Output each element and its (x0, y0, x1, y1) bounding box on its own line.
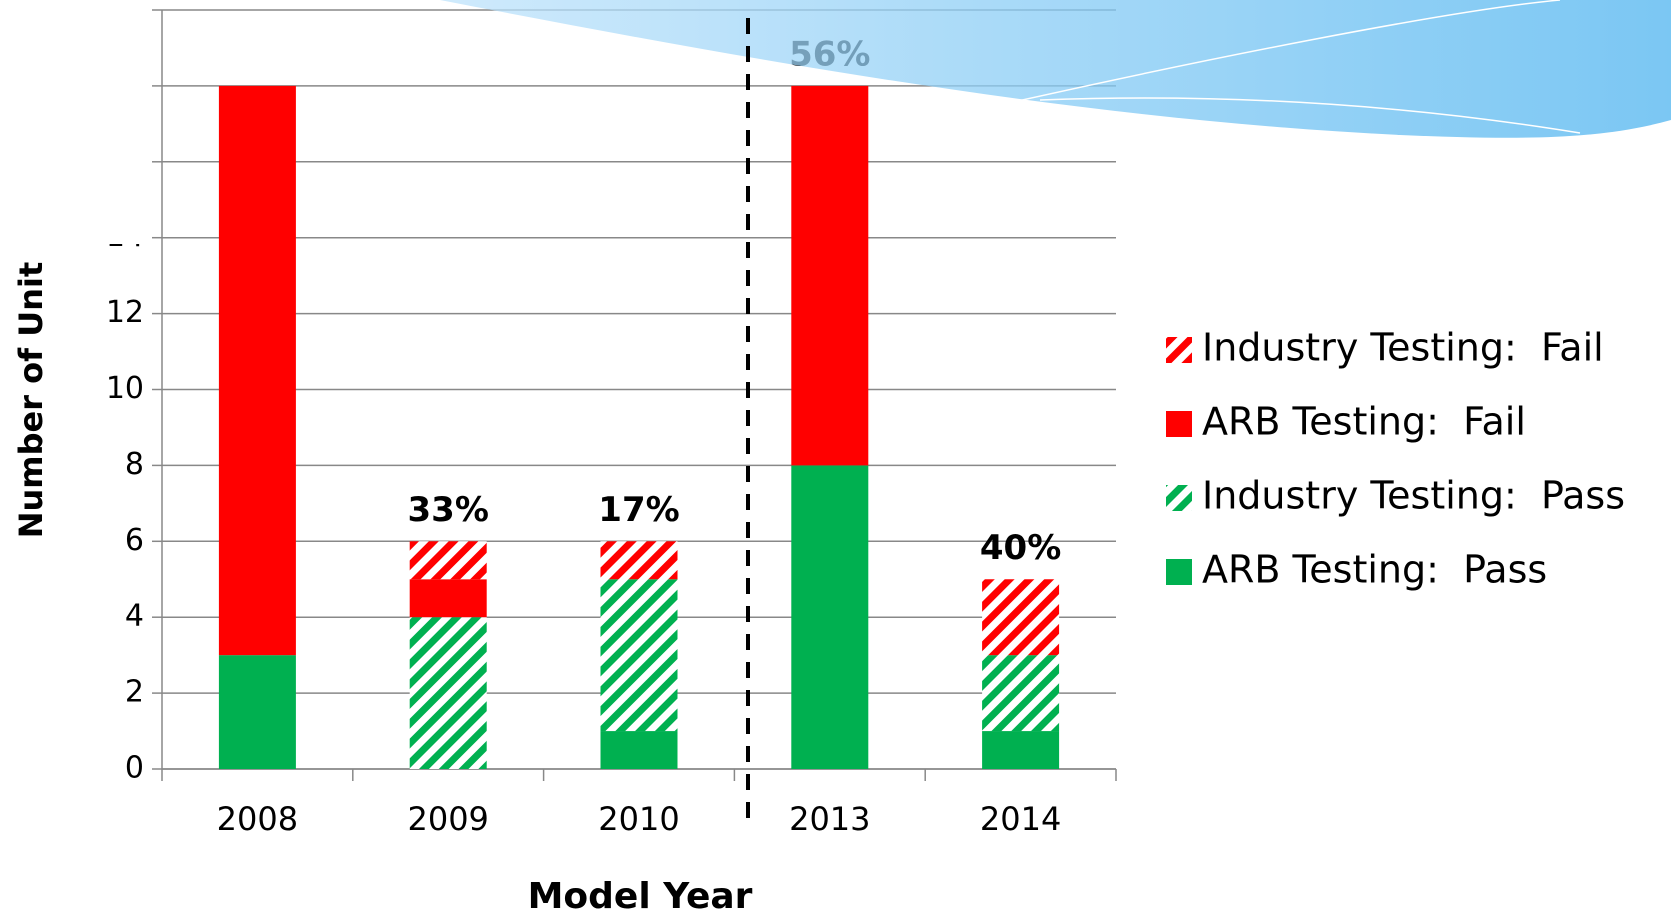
bar-segment (601, 579, 678, 731)
y-tick-label: 6 (125, 523, 144, 558)
x-tick-label: 2010 (598, 800, 679, 838)
y-tick-label: 0 (125, 751, 144, 786)
plot-area: 024681012141618202008200933%201017%20135… (106, 0, 1116, 838)
legend-label: Industry Testing: Fail (1202, 326, 1604, 370)
bar-segment (410, 617, 487, 769)
x-tick-label: 2013 (789, 800, 870, 838)
bar-segment (219, 655, 296, 769)
y-tick-label: 4 (125, 599, 144, 634)
bar-segment (601, 731, 678, 769)
bar-segment (601, 541, 678, 579)
bar-segment (982, 655, 1059, 731)
bar-segment (982, 731, 1059, 769)
legend-swatch (1166, 485, 1192, 511)
x-tick-label: 2008 (217, 800, 298, 838)
legend-swatch (1166, 337, 1192, 363)
chart: 024681012141618202008200933%201017%20135… (0, 0, 1671, 916)
legend-swatch (1166, 559, 1192, 585)
fail-rate-label: 17% (598, 490, 679, 530)
legend-swatch (1166, 411, 1192, 437)
y-axis-title: Number of Unit (12, 262, 50, 539)
y-tick-label: 12 (106, 295, 144, 330)
fail-rate-label: 33% (408, 490, 489, 530)
x-tick-label: 2009 (407, 800, 488, 838)
legend-label: ARB Testing: Fail (1202, 400, 1526, 444)
x-axis-title: Model Year (528, 876, 753, 916)
y-tick-label: 10 (106, 371, 144, 406)
crop-mask (0, 0, 150, 244)
decoration (440, 0, 1671, 138)
bar-segment (982, 579, 1059, 655)
y-tick-label: 2 (125, 675, 144, 710)
bar-segment (219, 86, 296, 655)
bar-segment (791, 465, 868, 769)
y-tick-label: 8 (125, 447, 144, 482)
x-tick-label: 2014 (980, 800, 1061, 838)
legend-label: ARB Testing: Pass (1202, 548, 1547, 592)
legend-label: Industry Testing: Pass (1202, 474, 1625, 518)
fail-rate-label: 40% (980, 528, 1061, 568)
bar-segment (410, 541, 487, 579)
legend: Industry Testing: Fail ARB Testing: Fail I… (1166, 326, 1625, 592)
bar-segment (791, 86, 868, 466)
bar-segment (410, 579, 487, 617)
